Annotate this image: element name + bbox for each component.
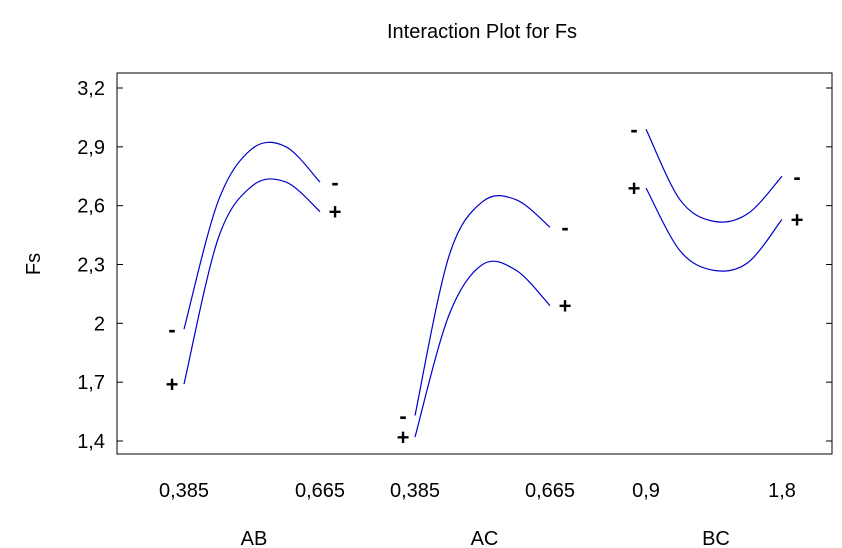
curve-ac-plus: [414, 260, 551, 438]
x-tick-label: 0,665: [295, 480, 345, 502]
panel-label-ac: AC: [471, 528, 499, 548]
x-tick-label: 0,9: [632, 480, 660, 502]
curve-ac-minus: [414, 195, 551, 416]
chart-title: Interaction Plot for Fs: [387, 21, 577, 43]
series-marker-minus: -: [399, 404, 406, 429]
series-marker-plus: +: [329, 200, 342, 225]
series-marker-minus: -: [331, 170, 338, 195]
series-marker-minus: -: [168, 317, 175, 342]
series-marker-minus: -: [561, 215, 568, 240]
x-tick-label: 0,385: [390, 480, 440, 502]
x-tick-label: 0,385: [159, 480, 209, 502]
curve-bc-plus: [645, 187, 783, 272]
curve-ab-plus: [183, 178, 321, 385]
y-axis-label: Fs: [23, 253, 45, 275]
panel-label-ab: AB: [241, 528, 268, 548]
x-tick-label: 1,8: [768, 480, 796, 502]
y-tick-label: 1,4: [77, 431, 105, 453]
plot-frame: [116, 72, 833, 455]
y-tick-label: 2,6: [77, 196, 105, 218]
y-tick-label: 2,3: [77, 255, 105, 277]
series-marker-plus: +: [791, 207, 804, 232]
curve-ab-minus: [183, 141, 321, 330]
series-marker-minus: -: [630, 117, 637, 142]
y-tick-label: 2,9: [77, 137, 105, 159]
panel-label-bc: BC: [702, 528, 730, 548]
curve-bc-minus: [645, 128, 783, 223]
y-tick-label: 1,7: [77, 372, 105, 394]
y-tick-label: 3,2: [77, 78, 105, 100]
x-tick-label: 0,665: [525, 480, 575, 502]
series-marker-plus: +: [628, 176, 641, 201]
series-marker-plus: +: [559, 294, 572, 319]
series-marker-minus: -: [793, 164, 800, 189]
series-marker-plus: +: [397, 425, 410, 450]
y-tick-label: 2: [94, 313, 105, 335]
series-marker-plus: +: [166, 372, 179, 397]
